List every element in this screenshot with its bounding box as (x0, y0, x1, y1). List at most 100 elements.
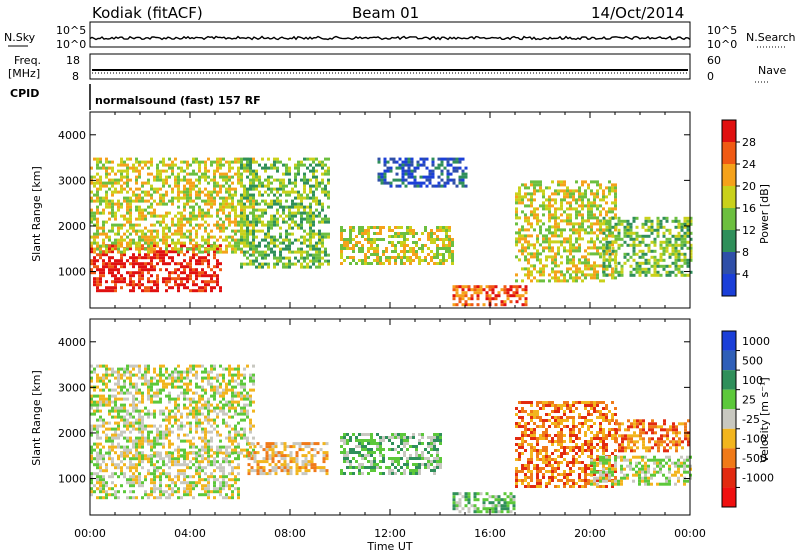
heatmap-cell (177, 277, 180, 280)
heatmap-cell (288, 206, 291, 209)
heatmap-cell (126, 245, 129, 248)
heatmap-cell (645, 274, 648, 277)
heatmap-cell (174, 386, 177, 389)
heatmap-cell (252, 209, 255, 212)
heatmap-cell (228, 463, 231, 466)
heatmap-cell (563, 198, 566, 201)
heatmap-cell (390, 170, 393, 173)
heatmap-cell (183, 377, 186, 380)
heatmap-cell (159, 200, 162, 203)
heatmap-cell (575, 276, 578, 279)
heatmap-cell (192, 374, 195, 377)
heatmap-cell (162, 262, 165, 265)
heatmap-cell (177, 233, 180, 236)
heatmap-cell (376, 259, 379, 262)
heatmap-cell (621, 265, 624, 268)
heatmap-cell (114, 422, 117, 425)
heatmap-cell (254, 454, 257, 457)
heatmap-cell (315, 170, 318, 173)
heatmap-cell (633, 253, 636, 256)
heatmap-cell (96, 194, 99, 197)
heatmap-cell (465, 294, 468, 297)
heatmap-cell (108, 259, 111, 262)
heatmap-cell (126, 413, 129, 416)
heatmap-cell (147, 371, 150, 374)
heatmap-cell (207, 191, 210, 194)
heatmap-cell (96, 374, 99, 377)
heatmap-cell (99, 167, 102, 170)
heatmap-cell (141, 200, 144, 203)
heatmap-cell (195, 401, 198, 404)
heatmap-cell (442, 253, 445, 256)
heatmap-cell (117, 259, 120, 262)
heatmap-cell (486, 291, 489, 294)
heatmap-cell (575, 237, 578, 240)
heatmap-cell (180, 413, 183, 416)
heatmap-cell (120, 466, 123, 469)
heatmap-cell (687, 274, 690, 277)
heatmap-cell (207, 398, 210, 401)
heatmap-cell (186, 167, 189, 170)
heatmap-cell (569, 222, 572, 225)
heatmap-cell (195, 283, 198, 286)
heatmap-cell (135, 407, 138, 410)
heatmap-cell (575, 240, 578, 243)
heatmap-cell (135, 365, 138, 368)
heatmap-cell (165, 179, 168, 182)
heatmap-cell (438, 167, 441, 170)
heatmap-cell (174, 377, 177, 380)
heatmap-cell (93, 158, 96, 161)
heatmap-cell (456, 303, 459, 306)
heatmap-cell (192, 413, 195, 416)
heatmap-cell (189, 239, 192, 242)
heatmap-cell (651, 274, 654, 277)
heatmap-cell (430, 241, 433, 244)
heatmap-cell (195, 191, 198, 194)
heatmap-cell (150, 230, 153, 233)
heatmap-cell (216, 245, 219, 248)
heatmap-cell (246, 224, 249, 227)
heatmap-cell (96, 419, 99, 422)
heatmap-cell (240, 185, 243, 188)
heatmap-cell (276, 221, 279, 224)
heatmap-cell (189, 425, 192, 428)
heatmap-cell (581, 216, 584, 219)
heatmap-cell (270, 251, 273, 254)
heatmap-cell (111, 182, 114, 185)
heatmap-cell (117, 209, 120, 212)
heatmap-cell (321, 161, 324, 164)
heatmap-cell (204, 407, 207, 410)
heatmap-cell (129, 425, 132, 428)
heatmap-cell (681, 274, 684, 277)
heatmap-cell (382, 226, 385, 229)
heatmap-cell (105, 496, 108, 499)
heatmap-cell (522, 294, 525, 297)
heatmap-cell (462, 294, 465, 297)
heatmap-cell (231, 194, 234, 197)
heatmap-cell (159, 197, 162, 200)
heatmap-cell (545, 207, 548, 210)
heatmap-cell (429, 179, 432, 182)
heatmap-cell (639, 241, 642, 244)
heatmap-cell (524, 204, 527, 207)
heatmap-cell (237, 374, 240, 377)
heatmap-cell (575, 273, 578, 276)
heatmap-cell (516, 288, 519, 291)
heatmap-cell (138, 248, 141, 251)
heatmap-cell (255, 200, 258, 203)
heatmap-cell (120, 262, 123, 265)
heatmap-cell (596, 183, 599, 186)
heatmap-cell (624, 229, 627, 232)
heatmap-cell (141, 457, 144, 460)
heatmap-cell (150, 460, 153, 463)
heatmap-cell (572, 246, 575, 249)
heatmap-cell (93, 472, 96, 475)
heatmap-cell (117, 277, 120, 280)
heatmap-cell (159, 452, 162, 455)
heatmap-cell (572, 228, 575, 231)
heatmap-cell (171, 377, 174, 380)
heatmap-cell (156, 236, 159, 239)
heatmap-cell (273, 188, 276, 191)
heatmap-cell (578, 246, 581, 249)
heatmap-cell (324, 164, 327, 167)
